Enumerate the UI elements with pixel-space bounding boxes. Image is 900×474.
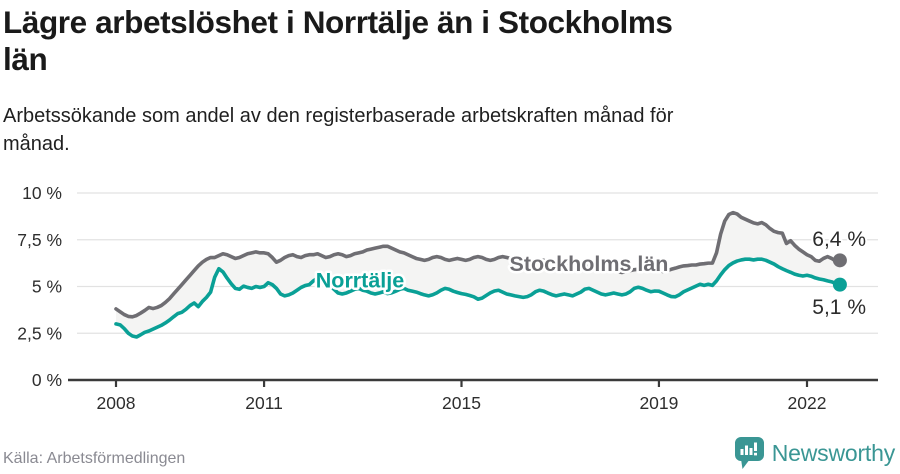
page-title-line-2: län [3, 41, 48, 77]
chart-subtitle-line-2: månad. [3, 132, 70, 155]
end-dot-stockholms-l-n [832, 253, 847, 268]
newsworthy-icon [734, 437, 764, 469]
y-tick-label-10: 10 % [22, 183, 62, 203]
x-tick-label-2022: 2022 [788, 393, 827, 413]
series-label-stockholms-l-n: Stockholms län [510, 252, 669, 276]
source-note: Källa: Arbetsförmedlingen [3, 450, 186, 467]
end-label-stockholms-l-n: 6,4 % [812, 228, 866, 251]
x-tick-label-2008: 2008 [97, 393, 136, 413]
x-tick-label-2015: 2015 [442, 393, 481, 413]
newsworthy-wordmark: Newsworthy [771, 439, 895, 466]
series-line-norrt-lje [114, 257, 842, 339]
page-title: Lägre arbetslöshet i Norrtälje än i Stoc… [3, 4, 883, 78]
y-tick-label-0: 0 % [32, 370, 62, 390]
newsworthy-logo[interactable]: Newsworthy [734, 436, 895, 470]
y-tick-label-2-5: 2,5 % [17, 323, 62, 343]
chart-subtitle: Arbetssökande som andel av den registerb… [3, 103, 883, 158]
end-label-norrt-lje: 5,1 % [812, 296, 866, 319]
area-between-series [116, 212, 840, 337]
series-line-stockholms-l-n [114, 210, 842, 319]
series-label-norrt-lje: Norrtälje [316, 269, 404, 293]
page-title-line-1: Lägre arbetslöshet i Norrtälje än i Stoc… [3, 4, 673, 40]
y-tick-label-7-5: 7,5 % [17, 230, 62, 250]
y-tick-label-5: 5 % [32, 277, 62, 297]
chart-subtitle-line-1: Arbetssökande som andel av den registerb… [3, 105, 674, 127]
x-tick-label-2019: 2019 [639, 393, 678, 413]
x-tick-label-2011: 2011 [245, 393, 283, 413]
end-dot-norrt-lje [832, 277, 847, 292]
